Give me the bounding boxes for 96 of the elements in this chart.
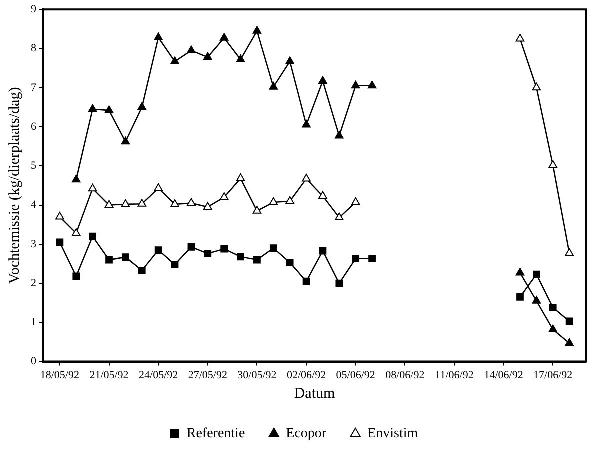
point	[566, 318, 574, 326]
point	[516, 34, 525, 42]
point	[532, 82, 542, 91]
point	[318, 76, 328, 84]
point	[122, 254, 130, 261]
point	[170, 199, 180, 208]
x-tick-label: 08/06/92	[386, 369, 425, 382]
point	[549, 304, 557, 312]
point	[318, 191, 328, 200]
y-tick-label: 6	[31, 120, 37, 133]
point	[302, 174, 311, 182]
point	[237, 253, 244, 261]
point	[352, 255, 360, 263]
point	[335, 212, 344, 221]
point	[565, 338, 574, 346]
point	[336, 280, 344, 288]
point	[236, 174, 246, 182]
y-tick-label: 1	[31, 316, 36, 329]
point	[121, 136, 130, 145]
point	[533, 270, 540, 278]
point	[154, 32, 163, 41]
point	[104, 106, 114, 114]
point	[89, 232, 96, 240]
point	[121, 199, 130, 208]
point	[236, 54, 246, 62]
y-tick-label: 3	[31, 238, 37, 250]
point	[138, 199, 147, 207]
point	[88, 184, 98, 192]
y-tick-label: 4	[31, 199, 37, 212]
x-tick-label: 02/06/92	[286, 369, 326, 382]
x-axis-title: Datum	[294, 386, 336, 402]
point	[204, 250, 212, 258]
point	[104, 200, 114, 208]
point	[187, 46, 196, 54]
point	[270, 244, 278, 252]
point	[254, 256, 261, 264]
y-tick-label: 8	[31, 42, 37, 55]
x-tick-label: 21/05/92	[90, 369, 129, 382]
point	[269, 198, 278, 206]
point	[220, 33, 229, 41]
point	[286, 56, 294, 64]
point	[72, 272, 80, 280]
point	[88, 104, 98, 112]
point	[56, 212, 64, 220]
point	[548, 160, 558, 168]
point	[154, 246, 162, 254]
point	[187, 198, 196, 206]
point	[319, 247, 327, 255]
point	[302, 120, 311, 128]
y-tick-label: 7	[31, 82, 37, 94]
point	[351, 198, 360, 206]
point	[302, 278, 310, 286]
x-tick-label: 24/05/92	[139, 369, 178, 382]
point	[72, 228, 81, 236]
point	[72, 174, 81, 183]
y-tick-label: 2	[31, 277, 36, 290]
point	[252, 26, 262, 34]
point	[188, 243, 196, 251]
point	[532, 296, 542, 304]
legend-label: Envistim	[368, 426, 418, 442]
point	[516, 268, 525, 276]
point	[351, 80, 360, 89]
point	[220, 192, 229, 200]
x-tick-label: 30/05/92	[238, 369, 277, 382]
point	[565, 248, 574, 256]
point	[516, 294, 524, 301]
legend-label: Referentie	[186, 426, 246, 442]
point	[252, 206, 262, 214]
point	[170, 56, 180, 64]
point	[368, 80, 377, 89]
point	[171, 261, 179, 268]
legend-label: Ecopor	[286, 426, 327, 442]
point	[138, 266, 146, 274]
point	[368, 255, 376, 263]
point	[220, 245, 228, 253]
point	[286, 259, 294, 266]
point	[138, 102, 147, 110]
y-axis-title: Vochtemissie (kg/dierplaats/dag)	[6, 87, 23, 284]
x-tick-label: 11/06/92	[435, 369, 474, 382]
point	[106, 256, 113, 264]
x-tick-label: 18/05/92	[40, 369, 80, 382]
point	[335, 131, 344, 139]
y-tick-label: 5	[31, 160, 37, 172]
x-tick-label: 05/06/92	[336, 369, 376, 382]
point	[269, 82, 278, 90]
y-tick-label: 0	[31, 356, 37, 368]
point	[203, 52, 212, 60]
point	[154, 183, 163, 192]
x-tick-label: 27/05/92	[188, 369, 228, 382]
point	[203, 202, 212, 210]
point	[56, 238, 64, 246]
point	[548, 324, 558, 332]
point	[286, 196, 294, 204]
x-tick-label: 17/06/92	[534, 369, 573, 382]
x-tick-label: 14/06/92	[484, 369, 524, 382]
y-tick-label: 9	[31, 3, 37, 16]
